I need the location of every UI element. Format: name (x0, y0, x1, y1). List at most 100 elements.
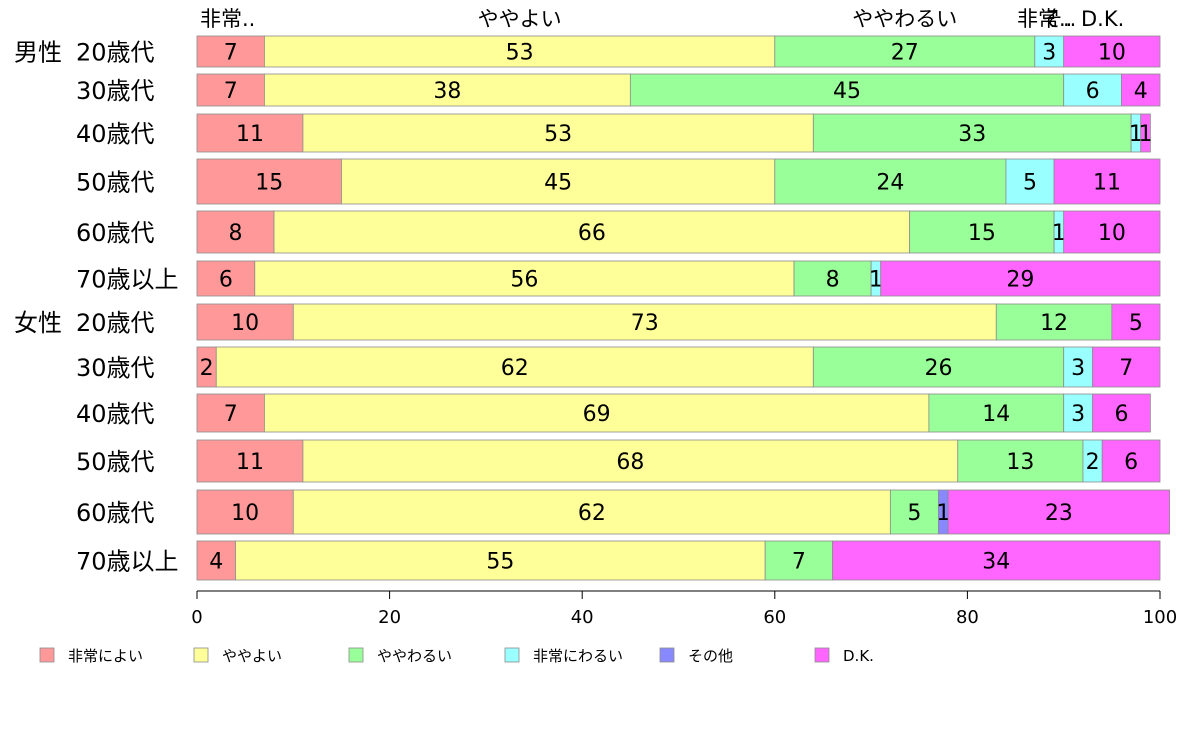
x-axis: 0 20 40 60 80 100 (191, 590, 1177, 628)
bar-segment (292, 303, 997, 341)
bar-segment (928, 393, 1065, 433)
bar-value-label: 3 (1071, 356, 1085, 381)
bar-value-label: 53 (544, 122, 572, 147)
bar-segment (1005, 158, 1055, 205)
bar-segment (1092, 393, 1151, 433)
row-label: 50歳代 (76, 448, 155, 476)
top-label: 非常.. (200, 7, 255, 31)
bar-segment (764, 540, 833, 581)
bar-value-label: 45 (544, 171, 572, 196)
bar-value-label: 69 (583, 402, 611, 427)
bar-value-label: 11 (236, 450, 264, 475)
x-tick-label: 60 (763, 607, 786, 628)
legend-swatch (193, 647, 209, 663)
bar-value-label: 8 (229, 221, 243, 246)
bar-value-label: 10 (231, 311, 259, 336)
bar-value-label: 73 (631, 311, 659, 336)
bar-value-label: 5 (1023, 171, 1037, 196)
group-label: 女性 (14, 309, 62, 337)
bar-value-label: 27 (891, 41, 919, 66)
bar-value-label: 4 (1134, 79, 1148, 104)
bar-value-label: 3 (1071, 402, 1085, 427)
bar-segment (774, 158, 1007, 205)
bar-segment (1140, 113, 1151, 153)
bar-value-label: 66 (578, 221, 606, 246)
x-tick-label: 20 (378, 607, 401, 628)
bar-value-label: 12 (1040, 311, 1068, 336)
top-label: ややよい (478, 7, 562, 31)
row-label: 70歳以上 (76, 266, 179, 294)
group-label: 男性 (14, 39, 62, 67)
bar-value-label: 7 (224, 402, 238, 427)
bar-segment (196, 303, 294, 341)
legend-label: D.K. (843, 647, 874, 665)
bar-value-label: 7 (224, 41, 238, 66)
row-label: 50歳代 (76, 169, 155, 197)
bar-value-label: 45 (833, 79, 861, 104)
bar-segment (196, 73, 265, 107)
bar-value-label: 6 (1124, 450, 1138, 475)
bar-value-label: 1 (869, 268, 883, 293)
legend-swatch (39, 647, 55, 663)
bar-value-label: 1 (936, 501, 950, 526)
bar-segment (341, 158, 776, 205)
top-labels: 非常.. ややよい ややわるい 非常..そ.. D.K. (200, 7, 1124, 31)
legend-label: 非常にわるい (533, 647, 623, 665)
bar-segment (793, 260, 872, 297)
bar-segment (215, 346, 814, 388)
bar-value-label: 10 (231, 501, 259, 526)
bar-segment (1063, 210, 1161, 254)
bar-value-label: 4 (209, 550, 223, 575)
bar-value-label: 8 (826, 268, 840, 293)
bar-segment (889, 489, 939, 535)
top-label: ややわるい (852, 7, 957, 31)
bar-value-label: 33 (958, 122, 986, 147)
bar-segment (629, 73, 1065, 107)
legend-swatch (659, 647, 675, 663)
bar-segment (1034, 35, 1065, 68)
row-label: 20歳代 (76, 39, 155, 67)
bar-value-label: 6 (219, 268, 233, 293)
bar-value-label: 53 (506, 41, 534, 66)
bar-value-label: 11 (1093, 171, 1121, 196)
bar-value-label: 24 (876, 171, 904, 196)
bar-value-label: 15 (255, 171, 283, 196)
bar-segment (832, 540, 1161, 581)
x-tick-label: 80 (956, 607, 979, 628)
bar-value-label: 3 (1042, 41, 1056, 66)
legend-label: その他 (688, 647, 733, 665)
row-label: 40歳代 (76, 400, 155, 428)
bar-segment (235, 540, 766, 581)
bar-value-label: 2 (200, 356, 214, 381)
bar-value-label: 11 (236, 122, 264, 147)
bar-value-label: 62 (501, 356, 529, 381)
legend-swatch (814, 647, 830, 663)
bar-value-label: 7 (1119, 356, 1133, 381)
bar-segment (1111, 303, 1161, 341)
row-label: 60歳代 (76, 499, 155, 527)
bar-segment (880, 260, 1161, 297)
bar-segment (196, 260, 256, 297)
bar-segment (264, 35, 776, 68)
bar-value-label: 55 (486, 550, 514, 575)
bar-segment (957, 439, 1084, 483)
bar-value-label: 10 (1098, 41, 1126, 66)
row-label: 70歳以上 (76, 548, 179, 576)
bar-value-label: 15 (968, 221, 996, 246)
row-label: 60歳代 (76, 219, 155, 247)
bar-segment (302, 439, 959, 483)
bar-value-label: 6 (1114, 402, 1128, 427)
legend-swatch (504, 647, 520, 663)
bar-value-label: 2 (1086, 450, 1100, 475)
row-label: 30歳代 (76, 354, 155, 382)
bar-segment (302, 113, 814, 153)
row-label: 30歳代 (76, 77, 155, 105)
bar-value-label: 1 (1139, 122, 1153, 147)
legend-label: ややわるい (377, 647, 452, 665)
bar-value-label: 6 (1086, 79, 1100, 104)
legend-label: 非常によい (68, 647, 143, 665)
row-label: 40歳代 (76, 120, 155, 148)
bar-value-label: 26 (925, 356, 953, 381)
x-tick-label: 40 (571, 607, 594, 628)
